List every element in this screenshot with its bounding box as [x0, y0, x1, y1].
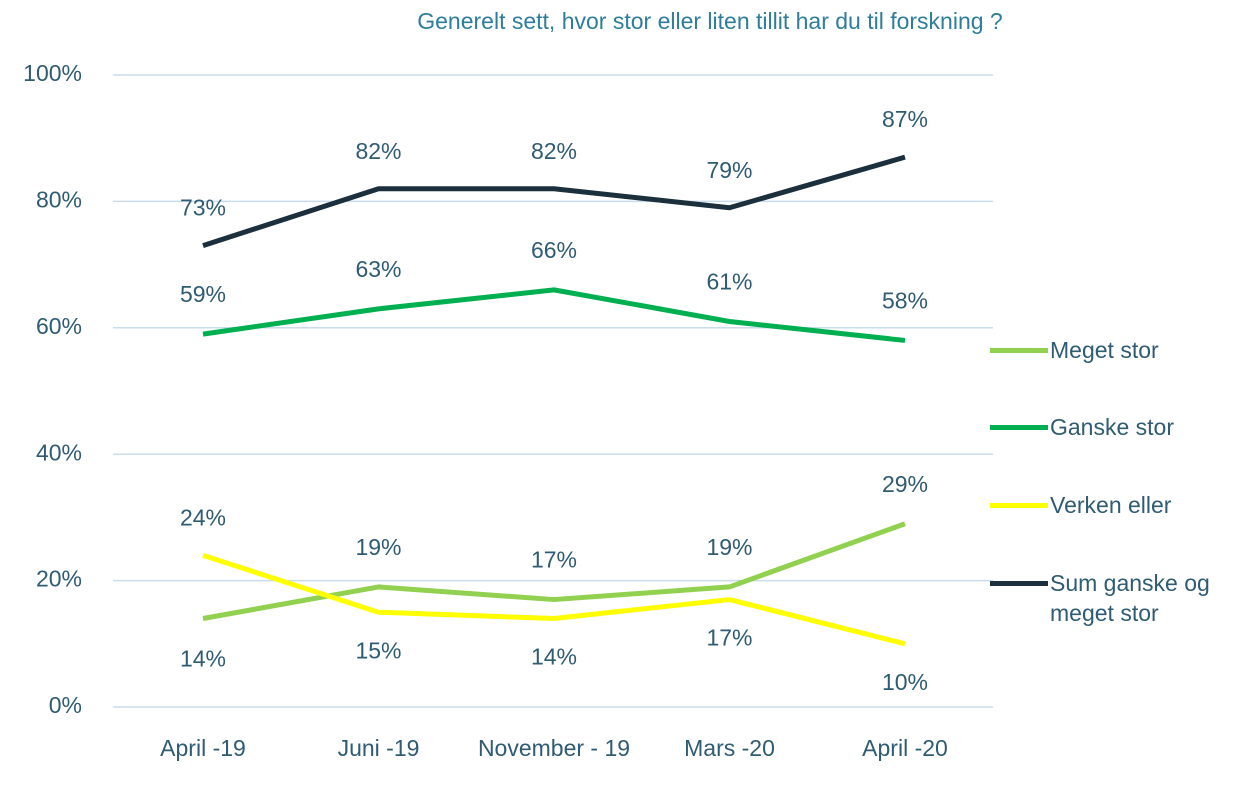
legend-label: Ganske stor [1050, 414, 1174, 440]
data-label: 59% [180, 281, 226, 307]
legend-label: Meget stor [1050, 337, 1159, 363]
data-label: 14% [180, 646, 226, 672]
data-label: 14% [531, 644, 577, 670]
legend-swatch [990, 503, 1048, 508]
data-label: 82% [355, 138, 401, 164]
x-tick-label: April -19 [160, 735, 246, 761]
line [202, 287, 906, 343]
x-tick-label: April -20 [862, 735, 948, 761]
x-tick-label: Mars -20 [684, 735, 775, 761]
y-tick-label: 100% [23, 60, 82, 86]
chart-title: Generelt sett, hvor stor eller liten til… [417, 8, 1003, 34]
y-tick-label: 20% [36, 566, 82, 592]
legend-swatch [990, 581, 1048, 586]
legend-label: Sum ganske og meget stor [1050, 570, 1210, 626]
data-label: 15% [355, 637, 401, 663]
data-label: 10% [882, 669, 928, 695]
data-label: 82% [531, 138, 577, 164]
data-label: 24% [180, 504, 226, 530]
data-label: 63% [355, 256, 401, 282]
data-label: 29% [882, 471, 928, 497]
y-tick-label: 0% [49, 692, 82, 718]
data-label: 61% [706, 269, 752, 295]
y-tick-label: 60% [36, 313, 82, 339]
data-label: 66% [531, 237, 577, 263]
data-label: 87% [882, 106, 928, 132]
y-tick-label: 80% [36, 186, 82, 212]
legend-label: Verken eller [1050, 492, 1172, 518]
data-label: 79% [706, 157, 752, 183]
x-tick-label: November - 19 [477, 735, 631, 761]
line [202, 154, 906, 249]
legend-swatch [990, 348, 1048, 353]
data-label: 19% [706, 534, 752, 560]
line [202, 521, 906, 621]
data-label: 17% [531, 547, 577, 573]
line [202, 552, 906, 647]
data-label: 19% [355, 534, 401, 560]
data-label: 73% [180, 195, 226, 221]
data-label: 58% [882, 288, 928, 314]
legend-swatch [990, 425, 1048, 430]
x-tick-label: Juni -19 [337, 735, 420, 761]
data-label: 17% [706, 625, 752, 651]
y-tick-label: 40% [36, 439, 82, 465]
